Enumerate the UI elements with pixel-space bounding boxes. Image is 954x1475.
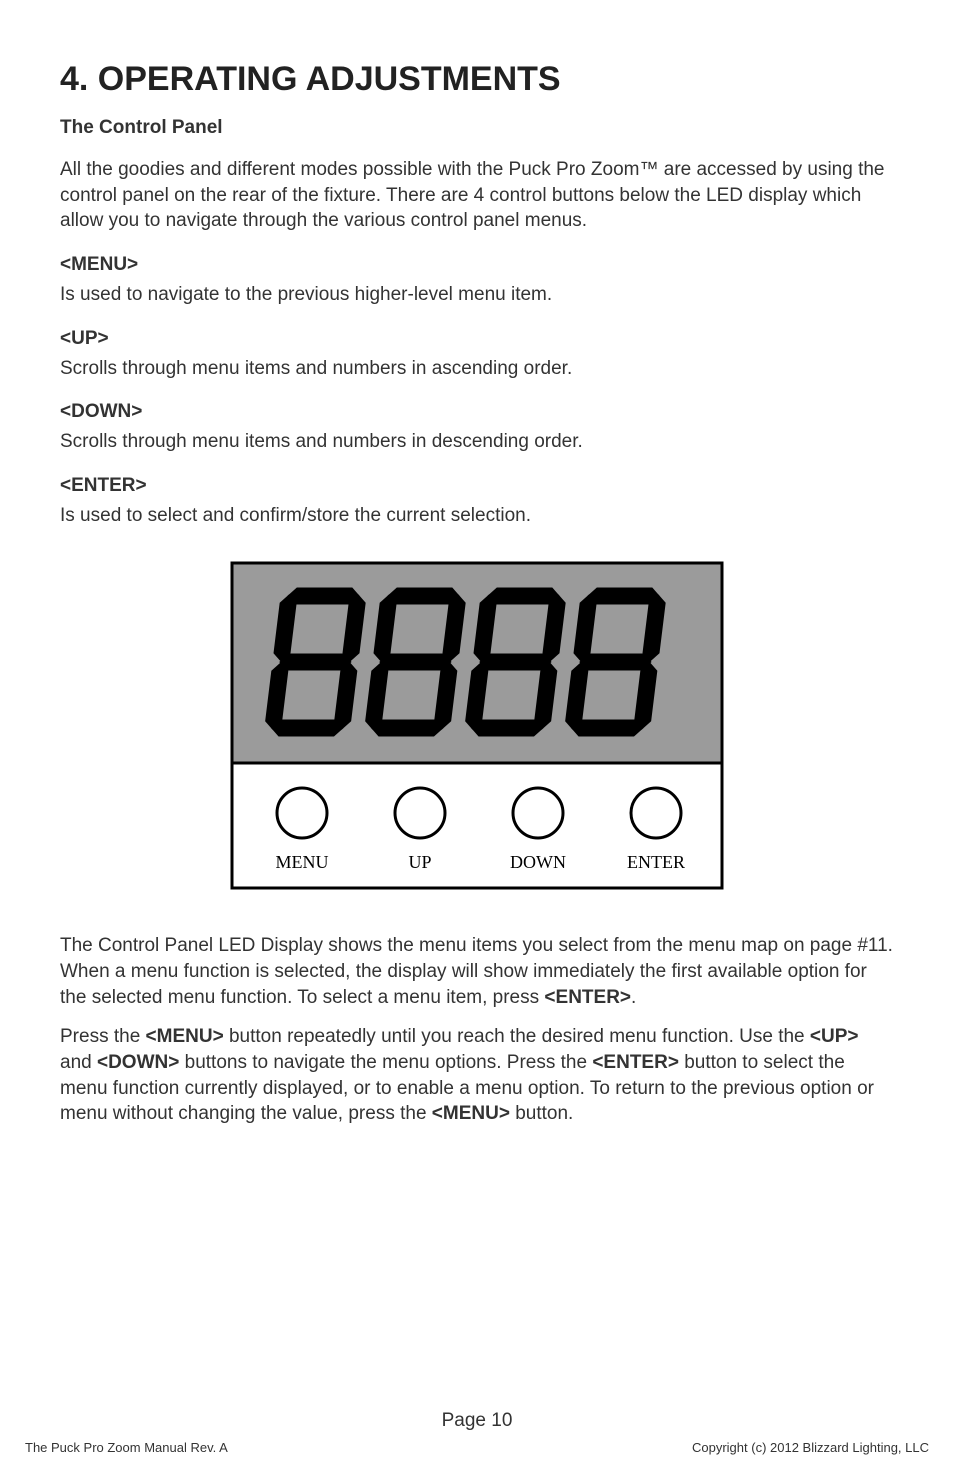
menu-button-label: MENU [276, 852, 329, 872]
enter-heading: <ENTER> [60, 475, 894, 497]
up-desc: Scrolls through menu items and numbers i… [60, 356, 894, 382]
page-title: 4. OPERATING ADJUSTMENTS [60, 60, 894, 99]
down-heading: <DOWN> [60, 401, 894, 423]
enter-desc: Is used to select and confirm/store the … [60, 503, 894, 529]
down-button-icon [513, 788, 563, 838]
menu-desc: Is used to navigate to the previous high… [60, 282, 894, 308]
enter-button-label: ENTER [627, 852, 685, 872]
down-desc: Scrolls through menu items and numbers i… [60, 429, 894, 455]
footer-left: The Puck Pro Zoom Manual Rev. A [25, 1440, 228, 1455]
up-button-icon [395, 788, 445, 838]
control-panel-diagram: MENU UP DOWN ENTER [227, 558, 727, 898]
page-number: Page 10 [25, 1410, 929, 1432]
footer-right: Copyright (c) 2012 Blizzard Lighting, LL… [692, 1440, 929, 1455]
usage-paragraph-2: Press the <MENU> button repeatedly until… [60, 1024, 894, 1127]
footer: Page 10 The Puck Pro Zoom Manual Rev. A … [25, 1410, 929, 1455]
section-heading-control-panel: The Control Panel [60, 117, 894, 139]
menu-heading: <MENU> [60, 254, 894, 276]
intro-paragraph: All the goodies and different modes poss… [60, 157, 894, 234]
down-button-label: DOWN [510, 852, 566, 872]
up-button-label: UP [408, 852, 431, 872]
enter-button-icon [631, 788, 681, 838]
menu-button-icon [277, 788, 327, 838]
up-heading: <UP> [60, 328, 894, 350]
usage-paragraph-1: The Control Panel LED Display shows the … [60, 933, 894, 1010]
